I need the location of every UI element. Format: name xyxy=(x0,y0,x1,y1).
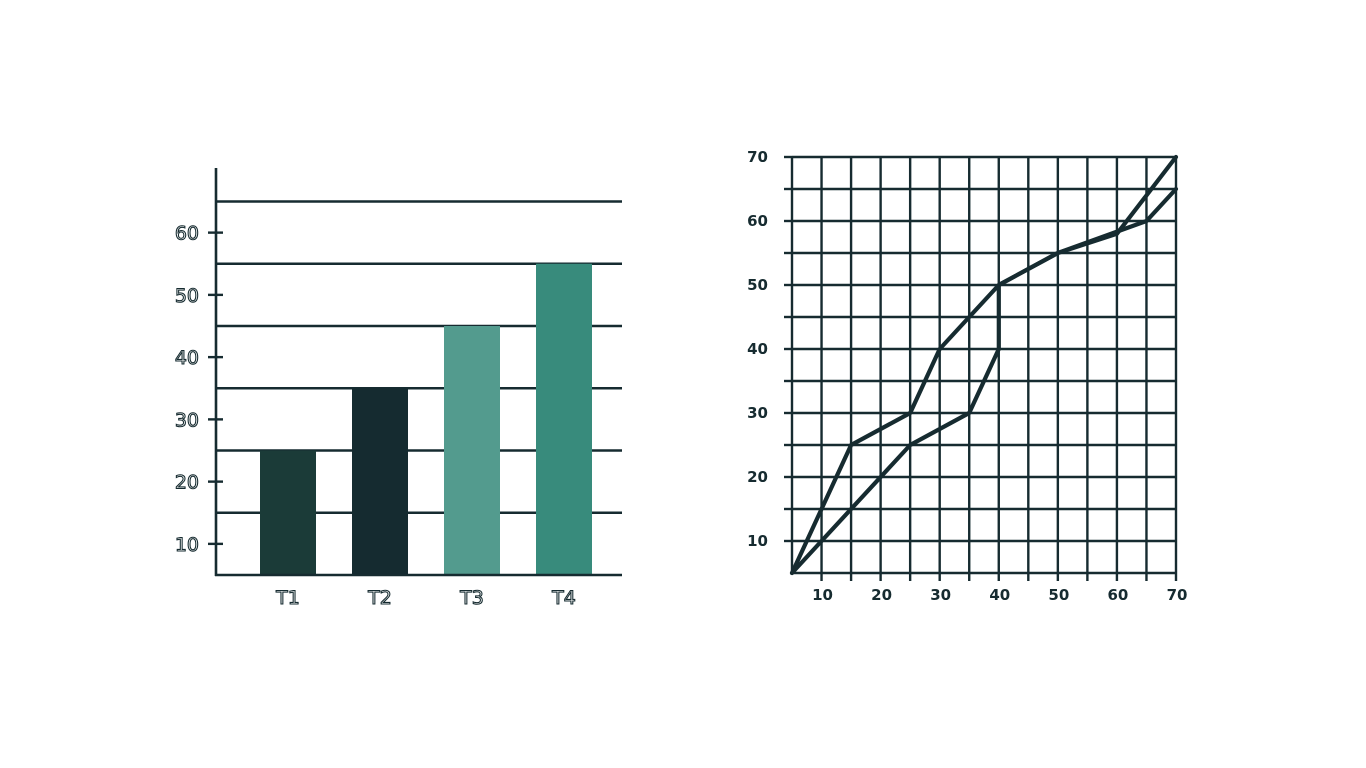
line-x-tick-label: 30 xyxy=(930,586,951,604)
bar-x-tick-label: T2 xyxy=(367,587,392,609)
line-y-tick-label: 70 xyxy=(747,148,768,166)
line-x-tick-label: 40 xyxy=(989,586,1010,604)
line-chart: 10 20 30 40 50 60 70 10 20 30 40 50 60 70 xyxy=(747,148,1187,604)
line-x-tick-label: 20 xyxy=(871,586,892,604)
line-y-tick-label: 40 xyxy=(747,340,768,358)
line-y-tick-label: 20 xyxy=(747,468,768,486)
line-x-tick-label: 50 xyxy=(1048,586,1069,604)
series-line-2 xyxy=(789,186,1179,576)
bar-y-tick-label: 40 xyxy=(175,347,199,369)
bar-y-tick-label: 10 xyxy=(175,534,199,556)
bar-chart: 10 20 30 40 50 60 T1 T2 T3 T4 xyxy=(174,168,622,610)
line-y-tick-label: 10 xyxy=(747,532,768,550)
line-x-tick-label: 60 xyxy=(1107,586,1128,604)
bar-t2 xyxy=(352,388,408,575)
bar-x-tick-label: T3 xyxy=(459,587,484,609)
bar-t3 xyxy=(444,326,500,575)
line-y-tick-label: 60 xyxy=(747,212,768,230)
bar-t1 xyxy=(260,450,316,575)
bar-t4 xyxy=(536,263,592,575)
bar-y-tick-label: 30 xyxy=(175,409,199,431)
line-y-tick-label: 50 xyxy=(747,276,768,294)
line-y-tick-label: 30 xyxy=(747,404,768,422)
line-x-tick-label: 70 xyxy=(1167,586,1188,604)
bar-y-tick-label: 50 xyxy=(175,285,199,307)
bar-x-tick-label: T4 xyxy=(551,587,576,609)
bar-y-tick-label: 20 xyxy=(175,472,199,494)
line-x-tick-label: 10 xyxy=(812,586,833,604)
bar-x-tick-label: T1 xyxy=(275,587,300,609)
bar-y-tick-label: 60 xyxy=(175,223,199,245)
